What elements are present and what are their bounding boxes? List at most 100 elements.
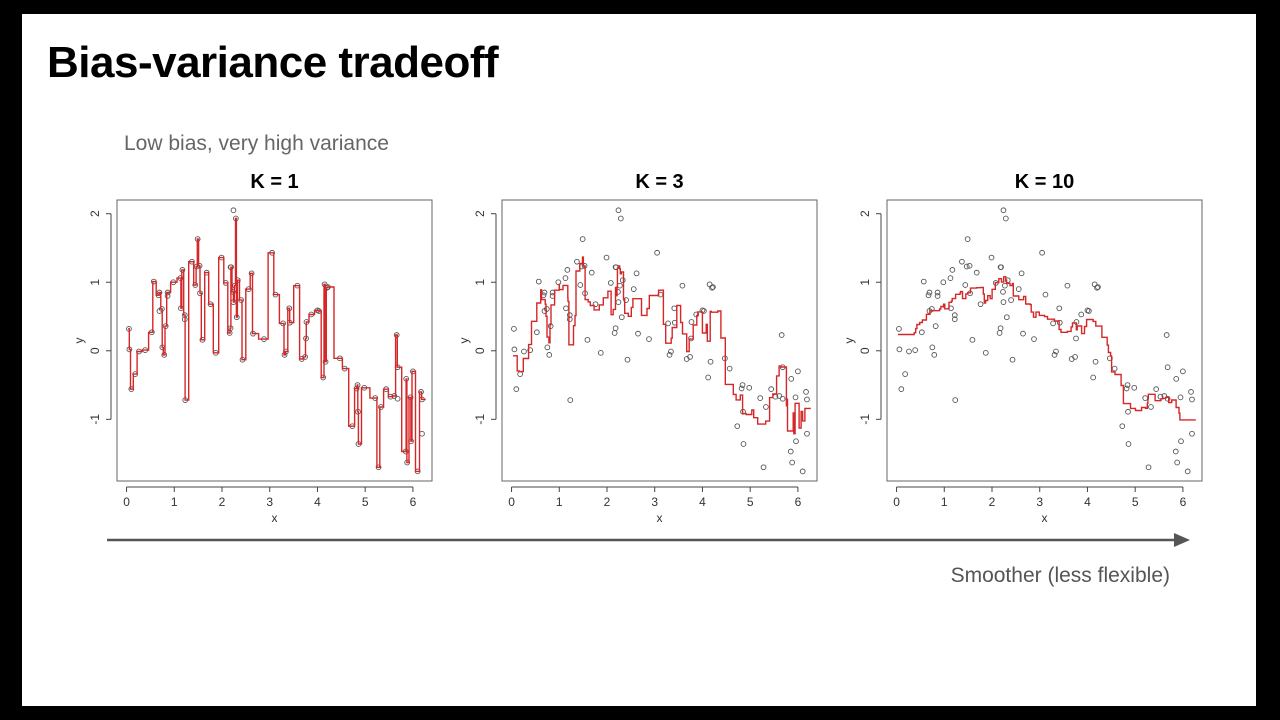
data-point [997, 325, 1004, 332]
data-point [799, 468, 806, 475]
y-tick-label: 0 [858, 347, 872, 354]
data-point [734, 423, 741, 430]
data-point [161, 352, 168, 358]
data-point [949, 267, 956, 273]
data-point [624, 356, 631, 363]
data-point [1173, 376, 1180, 382]
data-point [1180, 368, 1186, 375]
data-point [563, 305, 569, 312]
data-point [617, 215, 624, 222]
data-point [615, 299, 622, 305]
panel-k-3: K = 3 0 1 2 3 4 5 6 x -1 0 1 2 y [457, 171, 818, 525]
data-point [959, 258, 965, 265]
data-point [795, 368, 801, 375]
data-point [707, 358, 714, 365]
y-tick-label: 1 [473, 279, 487, 286]
data-point [896, 346, 903, 353]
data-point [1189, 430, 1195, 437]
data-point [666, 352, 673, 358]
data-point [527, 347, 534, 353]
data-point [517, 371, 523, 377]
data-point [635, 330, 641, 337]
data-point [555, 279, 562, 286]
data-point [804, 430, 810, 437]
x-tick-label: 0 [123, 495, 130, 509]
data-point [617, 282, 623, 289]
data-point [192, 282, 199, 288]
y-tick-label: 2 [473, 210, 487, 217]
panel-title: K = 3 [635, 171, 683, 193]
data-point [951, 316, 958, 323]
data-point [1000, 288, 1006, 295]
data-point [619, 277, 626, 284]
data-point [966, 262, 973, 269]
x-tick-label: 3 [266, 495, 273, 509]
data-point [1124, 382, 1131, 388]
data-point [1119, 423, 1126, 430]
data-point [1039, 249, 1045, 256]
data-point [934, 293, 941, 299]
y-tick-label: 1 [88, 279, 102, 286]
x-tick-label: 2 [219, 495, 226, 509]
data-point [779, 395, 786, 402]
data-point [1164, 364, 1171, 371]
data-point [1064, 282, 1071, 289]
data-point [574, 258, 580, 265]
x-tick-label: 5 [362, 495, 369, 509]
data-point [668, 348, 674, 355]
x-tick-label: 3 [1036, 495, 1043, 509]
y-axis-label: y [72, 338, 86, 344]
data-point [804, 396, 810, 403]
data-point [926, 289, 933, 296]
y-axis-label: y [457, 338, 471, 344]
x-tick-label: 3 [651, 495, 658, 509]
data-point [1018, 270, 1025, 277]
plot-frame [501, 199, 818, 482]
panel-k-1: K = 1 0 1 2 3 4 5 6 x -1 0 1 2 y [72, 171, 433, 525]
data-point [1015, 286, 1022, 292]
data-point [952, 397, 959, 403]
data-point [1042, 291, 1049, 298]
data-point [998, 264, 1004, 271]
data-point [646, 336, 652, 342]
data-point [1125, 441, 1132, 447]
data-point [1131, 384, 1138, 391]
y-tick-label: -1 [473, 414, 487, 425]
data-point [940, 279, 947, 286]
data-point [709, 284, 715, 291]
slide [22, 14, 1256, 706]
data-point [1002, 282, 1008, 289]
data-point [1008, 297, 1014, 303]
x-axis-label: x [272, 511, 278, 525]
x-tick-label: 4 [699, 495, 706, 509]
x-tick-label: 1 [171, 495, 178, 509]
panel-title: K = 10 [1015, 171, 1074, 193]
data-point [633, 270, 640, 277]
data-point [934, 289, 941, 296]
data-point [760, 464, 767, 471]
data-point [584, 336, 591, 343]
x-axis-label: x [657, 511, 663, 525]
data-point [1000, 207, 1007, 214]
data-point [1086, 308, 1092, 314]
data-point [1189, 396, 1195, 403]
data-point [513, 386, 520, 393]
data-point [726, 365, 733, 372]
data-point [969, 336, 976, 343]
data-point [746, 384, 753, 391]
data-point [654, 249, 660, 256]
data-point [688, 319, 695, 325]
data-point [248, 270, 255, 277]
data-point [1163, 332, 1170, 338]
data-point [1053, 348, 1059, 355]
data-point [566, 316, 573, 323]
data-point [1092, 358, 1099, 365]
data-point [951, 312, 958, 318]
y-tick-label: 1 [858, 279, 872, 286]
data-point [588, 269, 595, 276]
plot-frame [886, 199, 1203, 482]
x-tick-label: 2 [604, 495, 611, 509]
data-point [757, 395, 764, 401]
y-axis-label: y [842, 338, 856, 344]
